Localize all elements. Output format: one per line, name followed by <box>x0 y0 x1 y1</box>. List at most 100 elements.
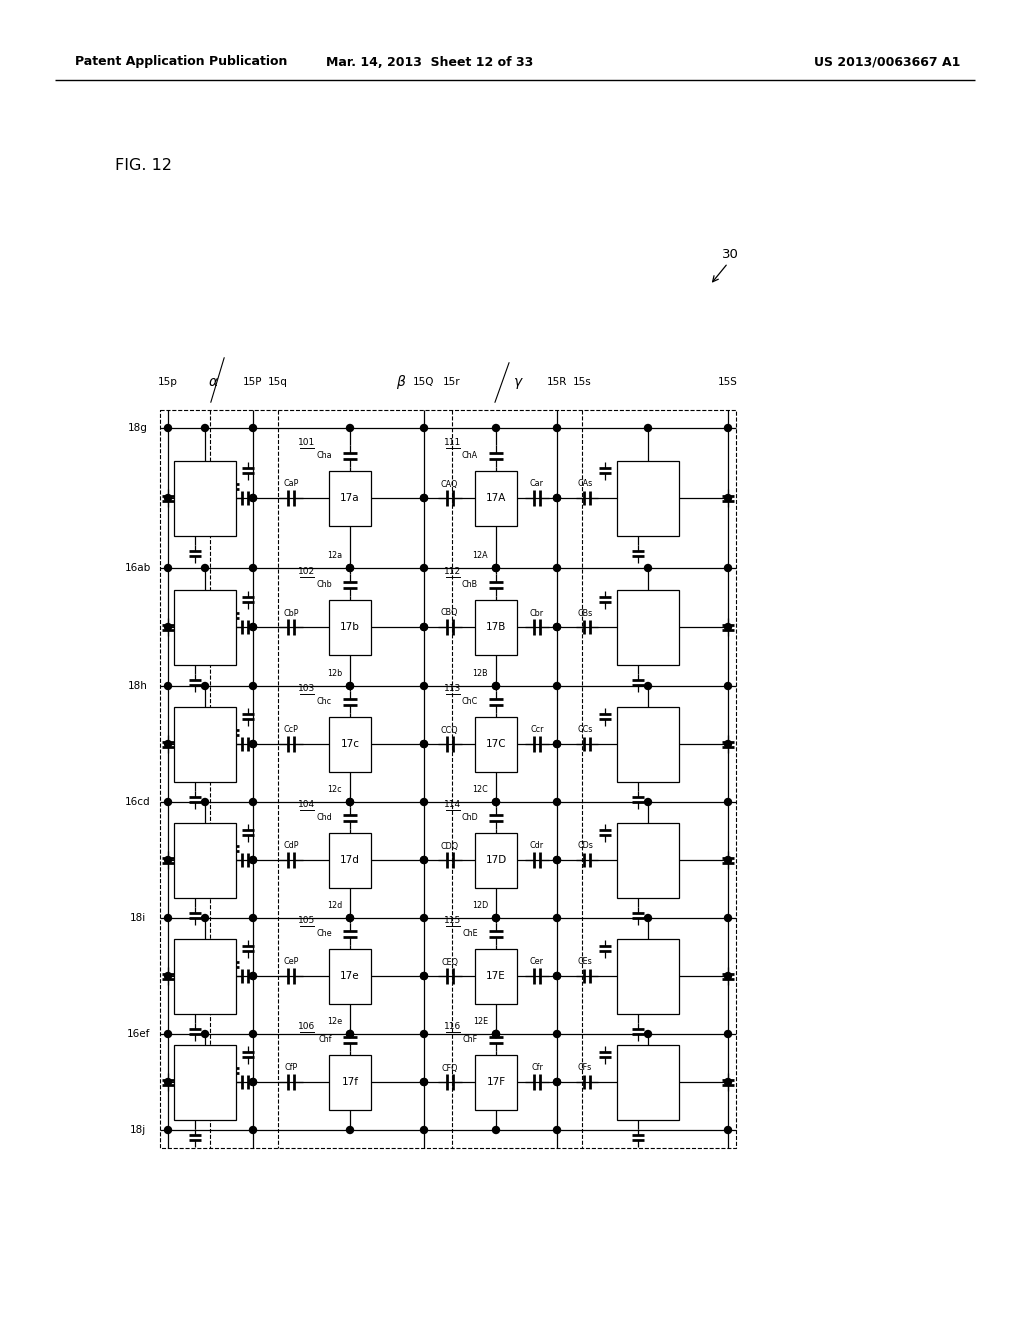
Circle shape <box>250 425 256 432</box>
Circle shape <box>250 857 256 863</box>
Circle shape <box>421 1078 427 1085</box>
Text: CAs: CAs <box>577 479 592 488</box>
Text: Patent Application Publication: Patent Application Publication <box>75 55 288 69</box>
Circle shape <box>165 565 171 572</box>
Text: 16cd: 16cd <box>125 797 151 807</box>
Circle shape <box>421 741 427 747</box>
Text: 15S: 15S <box>718 378 738 387</box>
Circle shape <box>202 1031 209 1038</box>
Text: 17d: 17d <box>340 855 360 865</box>
Text: CCQ: CCQ <box>440 726 459 734</box>
Circle shape <box>250 623 256 631</box>
Circle shape <box>346 915 353 921</box>
Text: ChF: ChF <box>463 1035 478 1044</box>
Circle shape <box>421 1126 427 1134</box>
Circle shape <box>421 799 427 805</box>
Text: 18g: 18g <box>128 422 147 433</box>
Text: Cbr: Cbr <box>530 609 544 618</box>
Circle shape <box>421 973 427 979</box>
Circle shape <box>725 495 731 502</box>
Bar <box>174 590 236 664</box>
Circle shape <box>421 1031 427 1038</box>
Text: 15s: 15s <box>572 378 592 387</box>
Bar <box>617 822 679 898</box>
Circle shape <box>250 741 256 747</box>
Circle shape <box>202 799 209 805</box>
Circle shape <box>493 682 500 689</box>
Circle shape <box>250 1078 256 1085</box>
Circle shape <box>250 799 256 805</box>
Circle shape <box>554 799 560 805</box>
Text: β: β <box>395 375 404 389</box>
Circle shape <box>725 1126 731 1134</box>
Text: ChB: ChB <box>462 579 478 589</box>
Text: 116: 116 <box>444 1022 462 1031</box>
Circle shape <box>644 682 651 689</box>
Bar <box>329 1055 371 1110</box>
Text: 15q: 15q <box>268 378 288 387</box>
Bar <box>617 461 679 536</box>
Bar <box>174 1044 236 1119</box>
Circle shape <box>493 565 500 572</box>
Circle shape <box>421 682 427 689</box>
Circle shape <box>644 915 651 921</box>
Text: Chb: Chb <box>316 579 332 589</box>
Circle shape <box>554 857 560 863</box>
Circle shape <box>493 565 500 572</box>
Text: 115: 115 <box>444 916 462 925</box>
Text: 12E: 12E <box>473 1018 488 1027</box>
Text: CBQ: CBQ <box>440 609 459 618</box>
Circle shape <box>554 973 560 979</box>
Circle shape <box>421 495 427 502</box>
Text: 111: 111 <box>444 438 462 447</box>
Text: Che: Che <box>316 929 332 939</box>
Text: 16ef: 16ef <box>126 1030 150 1039</box>
Text: 106: 106 <box>298 1022 315 1031</box>
Circle shape <box>250 1126 256 1134</box>
Circle shape <box>250 1031 256 1038</box>
Circle shape <box>250 973 256 979</box>
Bar <box>475 949 517 1003</box>
Text: 12d: 12d <box>327 902 342 911</box>
Circle shape <box>725 623 731 631</box>
Bar <box>475 470 517 525</box>
Bar <box>329 599 371 655</box>
Text: CCs: CCs <box>577 726 592 734</box>
Circle shape <box>165 857 171 863</box>
Text: US 2013/0063667 A1: US 2013/0063667 A1 <box>814 55 961 69</box>
Circle shape <box>493 799 500 805</box>
Circle shape <box>421 495 427 502</box>
Text: CaP: CaP <box>284 479 299 488</box>
Text: 12a: 12a <box>327 552 342 561</box>
Text: ChE: ChE <box>463 929 478 939</box>
Circle shape <box>346 565 353 572</box>
Circle shape <box>554 682 560 689</box>
Text: 17F: 17F <box>486 1077 506 1086</box>
Circle shape <box>250 682 256 689</box>
Text: 102: 102 <box>298 568 315 576</box>
Text: CAQ: CAQ <box>440 479 458 488</box>
Circle shape <box>165 495 171 502</box>
Circle shape <box>554 623 560 631</box>
Circle shape <box>421 565 427 572</box>
Circle shape <box>250 623 256 631</box>
Text: 18h: 18h <box>128 681 147 690</box>
Circle shape <box>250 495 256 502</box>
Text: Cfr: Cfr <box>531 1064 543 1072</box>
Circle shape <box>554 1031 560 1038</box>
Circle shape <box>644 565 651 572</box>
Text: CEQ: CEQ <box>441 957 458 966</box>
Circle shape <box>165 1126 171 1134</box>
Circle shape <box>165 799 171 805</box>
Circle shape <box>346 1126 353 1134</box>
Text: 12c: 12c <box>328 785 342 795</box>
Circle shape <box>725 425 731 432</box>
Text: 15r: 15r <box>443 378 461 387</box>
Text: 105: 105 <box>298 916 315 925</box>
Text: CEs: CEs <box>577 957 592 966</box>
Circle shape <box>421 1078 427 1085</box>
Circle shape <box>493 1126 500 1134</box>
Circle shape <box>554 1078 560 1085</box>
Circle shape <box>554 495 560 502</box>
Circle shape <box>493 799 500 805</box>
